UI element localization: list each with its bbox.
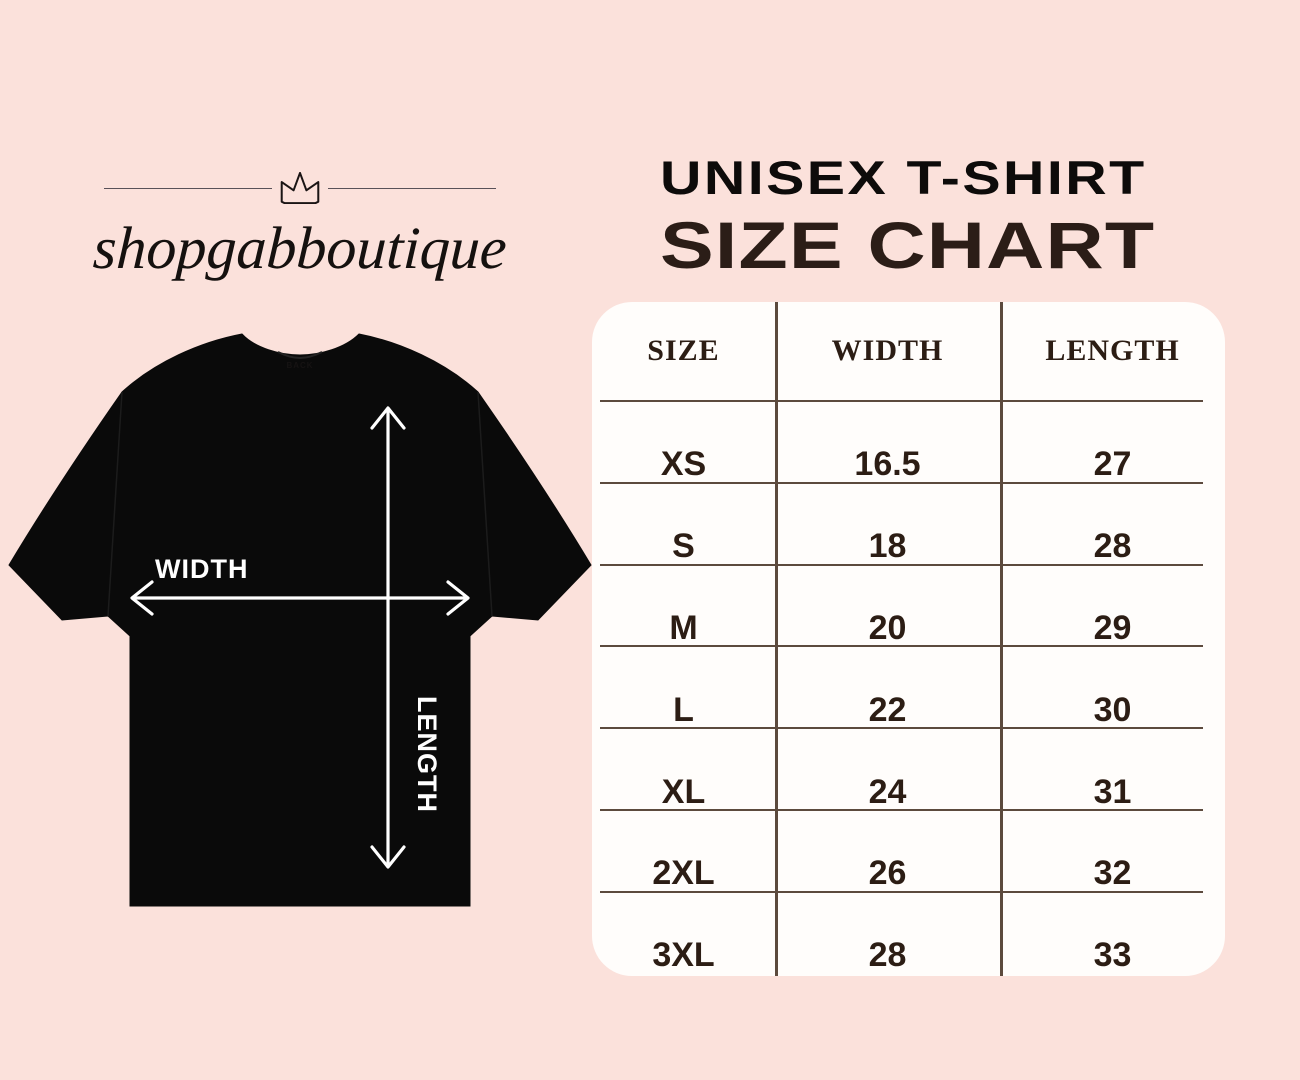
- svg-text:WIDTH: WIDTH: [155, 554, 248, 584]
- svg-text:BACK: BACK: [286, 361, 313, 370]
- svg-text:LENGTH: LENGTH: [412, 696, 442, 813]
